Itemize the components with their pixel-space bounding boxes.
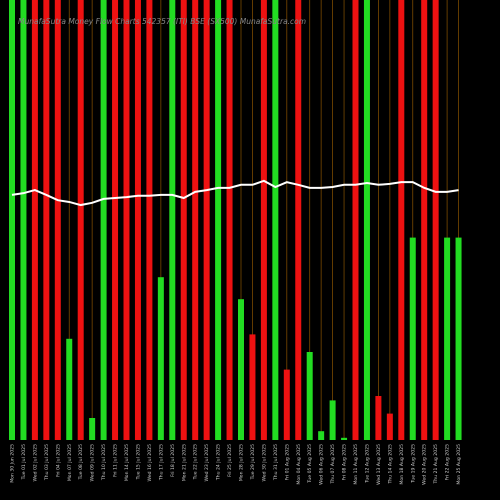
x-tick-label: Wed 30 Jul 2025 — [261, 444, 267, 482]
x-tick-label: Fri 11 Jul 2025 — [113, 444, 119, 477]
x-tick-label: Fri 22 Aug 2025 — [445, 444, 451, 480]
x-tick-label: Thu 24 Jul 2025 — [216, 444, 222, 481]
x-tick-label: Mon 25 Aug 2025 — [456, 444, 462, 485]
bar — [352, 0, 359, 440]
x-tick-label: Thu 10 Jul 2025 — [101, 444, 107, 481]
bar — [306, 352, 313, 440]
x-tick-label: Thu 03 Jul 2025 — [44, 444, 50, 481]
bar — [215, 0, 222, 440]
chart-title: MunafaSutra Money Flow Charts 542357 (IT… — [18, 17, 306, 26]
bar — [20, 0, 27, 440]
x-tick-label: Fri 18 Jul 2025 — [170, 444, 176, 477]
x-tick-label: Mon 21 Jul 2025 — [181, 444, 187, 481]
bar — [192, 0, 199, 440]
x-tick-label: Tue 12 Aug 2025 — [364, 444, 370, 484]
x-tick-label: Wed 02 Jul 2025 — [32, 444, 38, 482]
bar — [398, 0, 405, 440]
x-tick-label: Wed 23 Jul 2025 — [204, 444, 210, 482]
bar — [272, 0, 279, 440]
x-tick-label: Wed 09 Jul 2025 — [90, 444, 96, 482]
x-tick-label: Tue 05 Aug 2025 — [307, 444, 313, 484]
bar — [9, 0, 15, 440]
bar — [77, 0, 84, 440]
bar — [100, 0, 107, 440]
plot — [9, 0, 462, 440]
x-tick-label: Mon 07 Jul 2025 — [67, 444, 73, 481]
x-tick-label: Mon 14 Jul 2025 — [124, 444, 130, 481]
x-tick-label: Thu 14 Aug 2025 — [387, 444, 393, 485]
bar — [318, 431, 325, 440]
bar — [180, 0, 187, 440]
x-tick-label: Thu 21 Aug 2025 — [433, 444, 439, 485]
bar — [134, 0, 141, 440]
bar — [455, 237, 462, 440]
bar — [375, 396, 382, 440]
bar — [421, 0, 428, 440]
bar — [295, 0, 302, 440]
x-tick-label: Mon 18 Aug 2025 — [399, 444, 405, 485]
x-tick-label: Mon 28 Jul 2025 — [239, 444, 245, 481]
bar — [409, 237, 416, 440]
bar — [260, 0, 267, 440]
x-tick-label: Fri 25 Jul 2025 — [227, 444, 233, 477]
bar — [89, 418, 96, 440]
x-tick-label: Wed 20 Aug 2025 — [422, 444, 428, 485]
bar — [341, 437, 348, 440]
x-tick-label: Thu 07 Aug 2025 — [330, 444, 336, 485]
bar — [157, 277, 164, 440]
bar — [123, 0, 130, 440]
bar — [31, 0, 38, 440]
x-tick-label: Fri 04 Jul 2025 — [55, 444, 61, 477]
bar — [169, 0, 176, 440]
bar — [203, 0, 210, 440]
bar — [43, 0, 50, 440]
bar — [444, 237, 451, 440]
bar — [363, 0, 370, 440]
x-tick-label: Tue 08 Jul 2025 — [78, 444, 84, 480]
x-tick-label: Fri 01 Aug 2025 — [284, 444, 290, 480]
bar — [329, 400, 336, 440]
x-tick-label: Mon 30 Jun 2025 — [10, 444, 16, 483]
bar — [226, 0, 233, 440]
bar — [238, 299, 244, 440]
x-tick-label: Wed 16 Jul 2025 — [147, 444, 153, 482]
bar — [146, 0, 153, 440]
x-tick-label: Tue 29 Jul 2025 — [250, 444, 256, 480]
x-tick-label: Wed 13 Aug 2025 — [376, 444, 382, 485]
bar — [112, 0, 119, 440]
x-tick-label: Tue 22 Jul 2025 — [193, 444, 199, 480]
x-tick-label: Fri 08 Aug 2025 — [342, 444, 348, 480]
x-tick-label: Thu 17 Jul 2025 — [158, 444, 164, 481]
x-tick-label: Tue 19 Aug 2025 — [410, 444, 416, 484]
bar — [432, 0, 439, 440]
money-flow-line — [11, 179, 459, 207]
bar — [386, 413, 393, 440]
x-tick-label: Tue 15 Jul 2025 — [135, 444, 141, 480]
x-tick-label: Thu 31 Jul 2025 — [273, 444, 279, 481]
x-tick-label: Wed 06 Aug 2025 — [319, 444, 325, 485]
bar — [283, 369, 290, 440]
x-tick-label: Mon 11 Aug 2025 — [353, 444, 359, 485]
bar — [66, 338, 73, 440]
bar — [249, 334, 256, 440]
x-tick-label: Mon 04 Aug 2025 — [296, 444, 302, 485]
x-tick-label: Tue 01 Jul 2025 — [21, 444, 27, 480]
bar — [54, 0, 61, 440]
